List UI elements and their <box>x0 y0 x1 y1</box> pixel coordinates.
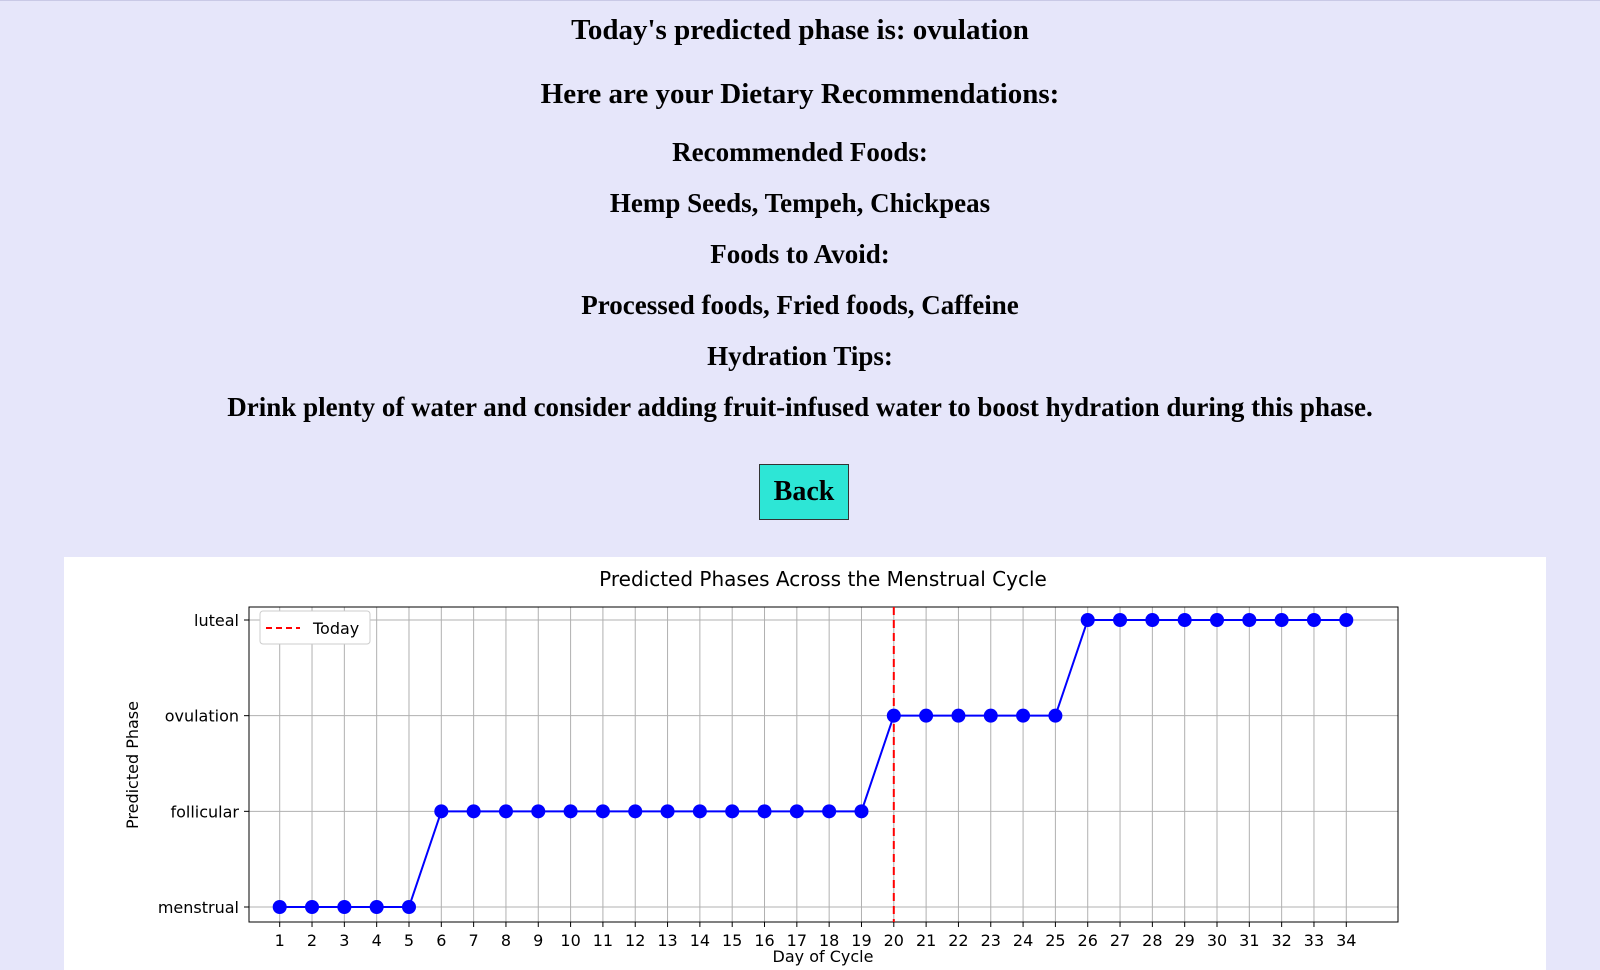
x-tick-label: 6 <box>436 931 446 950</box>
dietary-recommendations-heading: Here are your Dietary Recommendations: <box>540 78 1060 110</box>
hydration-tips-value: Drink plenty of water and consider addin… <box>227 392 1373 422</box>
x-tick-label: 23 <box>981 931 1001 950</box>
data-point <box>660 804 675 819</box>
x-tick-label: 5 <box>404 931 414 950</box>
x-tick-label: 11 <box>593 931 613 950</box>
chart-title: Predicted Phases Across the Menstrual Cy… <box>599 567 1047 591</box>
x-tick-label: 8 <box>501 931 511 950</box>
data-point <box>1145 613 1160 627</box>
x-tick-label: 3 <box>339 931 349 950</box>
data-point <box>628 804 643 819</box>
chart-legend: Today <box>259 610 371 645</box>
data-point <box>1274 613 1289 627</box>
x-tick-label: 13 <box>657 931 677 950</box>
x-axis-ticks: 1 2 3 4 5 6 7 8 9 10 11 12 13 14 15 16 17 18 19 20 21 22 23 24 2… <box>275 922 1356 950</box>
x-tick-label: 12 <box>625 931 645 950</box>
series-points <box>272 613 1354 914</box>
x-tick-label: 29 <box>1175 931 1195 950</box>
x-tick-label: 16 <box>754 931 774 950</box>
chart-grid <box>249 607 1398 922</box>
plot-area <box>248 606 1399 923</box>
data-point <box>595 804 610 819</box>
data-point <box>1306 613 1321 627</box>
x-tick-label: 27 <box>1110 931 1130 950</box>
data-point <box>1080 613 1095 627</box>
y-axis-ticks: menstrual follicular ovulation luteal <box>158 611 249 917</box>
data-point <box>886 708 901 723</box>
x-tick-label: 20 <box>884 931 904 950</box>
series-line <box>279 619 1347 908</box>
data-point <box>822 804 837 819</box>
foods-to-avoid-label: Foods to Avoid: <box>710 239 890 269</box>
data-point <box>401 900 416 914</box>
foods-to-avoid-value: Processed foods, Fried foods, Caffeine <box>581 290 1019 320</box>
x-tick-label: 4 <box>372 931 382 950</box>
data-point <box>498 804 513 819</box>
x-tick-label: 25 <box>1045 931 1065 950</box>
x-tick-label: 15 <box>722 931 742 950</box>
data-point <box>1048 708 1063 723</box>
legend-today-label: Today <box>312 619 359 638</box>
x-tick-label: 2 <box>307 931 317 950</box>
x-tick-label: 9 <box>533 931 543 950</box>
data-point <box>983 708 998 723</box>
data-point <box>919 708 934 723</box>
recommended-foods-label: Recommended Foods: <box>672 137 928 167</box>
data-point <box>951 708 966 723</box>
x-tick-label: 19 <box>851 931 871 950</box>
data-point <box>757 804 772 819</box>
x-tick-label: 31 <box>1239 931 1259 950</box>
x-tick-label: 22 <box>948 931 968 950</box>
y-tick-label: follicular <box>170 802 239 821</box>
x-tick-label: 26 <box>1078 931 1098 950</box>
x-tick-label: 33 <box>1304 931 1324 950</box>
y-axis-label: Predicted Phase <box>123 701 142 829</box>
x-tick-label: 14 <box>690 931 710 950</box>
x-axis-label: Day of Cycle <box>773 947 874 966</box>
x-tick-label: 18 <box>819 931 839 950</box>
x-tick-label: 7 <box>469 931 479 950</box>
data-point <box>1016 708 1031 723</box>
data-point <box>1113 613 1128 627</box>
data-point <box>337 900 352 914</box>
data-point <box>1210 613 1225 627</box>
x-tick-label: 30 <box>1207 931 1227 950</box>
y-tick-label: menstrual <box>158 898 239 917</box>
data-point <box>272 900 287 914</box>
data-point <box>434 804 449 819</box>
data-point <box>531 804 546 819</box>
predicted-phase-heading: Today's predicted phase is: ovulation <box>571 14 1029 46</box>
back-button[interactable]: Back <box>759 464 849 520</box>
x-tick-label: 34 <box>1336 931 1356 950</box>
data-point <box>369 900 384 914</box>
x-tick-label: 28 <box>1142 931 1162 950</box>
x-tick-label: 1 <box>275 931 285 950</box>
data-point <box>1339 613 1354 627</box>
x-tick-label: 10 <box>560 931 580 950</box>
y-tick-label: ovulation <box>165 707 239 726</box>
recommended-foods-value: Hemp Seeds, Tempeh, Chickpeas <box>609 188 991 218</box>
x-tick-label: 21 <box>916 931 936 950</box>
data-point <box>466 804 481 819</box>
x-tick-label: 17 <box>787 931 807 950</box>
data-point <box>1242 613 1257 627</box>
data-point <box>305 900 320 914</box>
data-point <box>1177 613 1192 627</box>
y-tick-label: luteal <box>194 611 239 630</box>
data-point <box>854 804 869 819</box>
legend-box <box>259 610 371 645</box>
data-point <box>563 804 578 819</box>
data-point <box>789 804 804 819</box>
x-tick-label: 32 <box>1271 931 1291 950</box>
data-point <box>725 804 740 819</box>
top-border <box>0 0 1600 1</box>
hydration-tips-label: Hydration Tips: <box>707 341 893 371</box>
x-tick-label: 24 <box>1013 931 1033 950</box>
data-point <box>692 804 707 819</box>
